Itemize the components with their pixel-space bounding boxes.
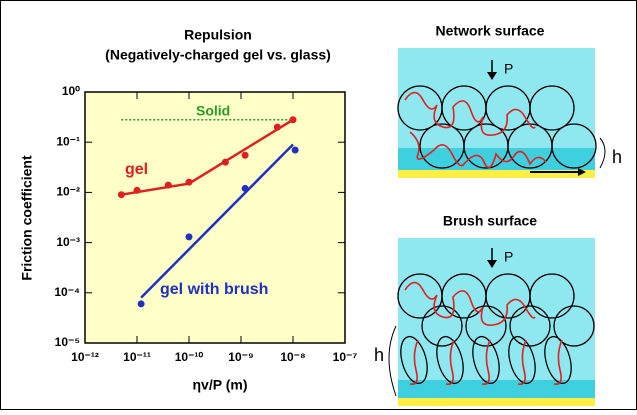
x-tick-label: 10⁻⁷ (333, 350, 358, 364)
data-point (242, 185, 249, 192)
diagram-title: Network surface (436, 23, 545, 39)
y-tick-label: 10⁻⁴ (54, 285, 80, 299)
x-tick-label: 10⁻⁹ (228, 350, 253, 364)
chart-subtitle: (Negatively-charged gel vs. glass) (105, 47, 331, 63)
series-label: gel (125, 161, 148, 178)
plot-area (85, 92, 345, 343)
data-point (292, 146, 299, 153)
data-point (134, 187, 141, 194)
y-tick-label: 10⁻¹ (56, 134, 80, 148)
brush-diagram: Brush surface P h (374, 213, 595, 406)
reference-label: Solid (196, 102, 230, 118)
data-point (118, 191, 125, 198)
data-point (242, 152, 249, 159)
data-point (290, 116, 297, 123)
y-tick-label: 10⁰ (62, 84, 80, 98)
load-label: P (504, 61, 513, 77)
data-point (222, 159, 229, 166)
diagram-title: Brush surface (443, 213, 537, 229)
data-point (186, 179, 193, 186)
data-point (186, 233, 193, 240)
x-tick-label: 10⁻⁸ (280, 350, 305, 364)
figure: Repulsion (Negatively-charged gel vs. gl… (0, 0, 637, 410)
height-label: h (612, 147, 622, 167)
height-label: h (374, 345, 384, 365)
y-tick-label: 10⁻³ (56, 235, 80, 249)
data-point (165, 182, 172, 189)
substrate (398, 398, 595, 406)
data-point (274, 124, 281, 131)
y-tick-label: 10⁻² (56, 185, 80, 199)
y-tick-label: 10⁻⁵ (55, 335, 80, 349)
chart-title: Repulsion (184, 27, 252, 43)
data-point (138, 300, 145, 307)
load-label: P (504, 249, 513, 265)
x-tick-label: 10⁻¹¹ (123, 350, 151, 364)
series-label: gel with brush (160, 281, 268, 298)
x-axis-label: ηv/P (m) (193, 377, 248, 393)
x-tick-label: 10⁻¹² (71, 350, 99, 364)
x-tick-label: 10⁻¹⁰ (175, 350, 204, 364)
y-axis-label: Friction coefficient (19, 155, 35, 281)
